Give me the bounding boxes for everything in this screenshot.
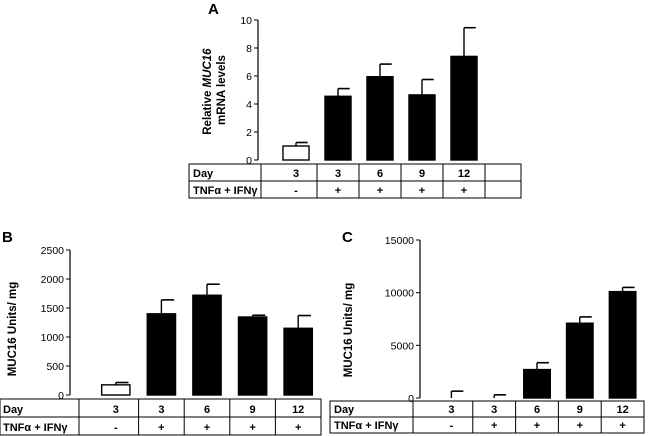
y-tick-label: 10000 [385,288,414,300]
bar [282,145,310,161]
y-tick-label: 1000 [41,332,65,344]
table-treatment-value: + [249,422,255,434]
panel-a: A Relative MUC16 mRNA levels 0 2 4 6 8 10 Day T… [188,1,522,199]
bar [100,384,131,396]
y-tick-label: 2500 [41,245,65,257]
y-tick-label: 10 [240,15,252,27]
y-tick-label: 5000 [391,340,415,352]
y-tick-label: 0 [408,393,414,405]
y-tick-label: 0 [246,155,252,167]
panel-b: B MUC16 Units/ mg 0 500 1000 1500 2000 2500 Da… [0,229,322,436]
table-day-value: 9 [577,404,583,416]
panel-c-letter: C [342,229,353,246]
bar [237,316,268,396]
table-treatment-value: + [158,422,164,434]
table-day-value: 3 [158,404,164,416]
y-tick-label: 15000 [385,235,414,247]
table-day-value: 3 [293,168,299,180]
table-day-value: 12 [458,168,470,180]
bar [523,368,551,399]
y-tick-label: 2000 [41,274,65,286]
table-day-value: 3 [335,168,341,180]
table-day-value: 6 [204,404,210,416]
table-day-label: Day [3,404,24,416]
table-day-value: 3 [113,404,119,416]
table-treatment-value: + [295,422,301,434]
table-treatment-value: - [114,422,118,434]
panel-a-y-axis-label: Relative MUC16 mRNA levels [202,45,228,135]
bar [366,75,394,161]
table-treatment-value: + [204,422,210,434]
y-tick-label: 4 [246,99,252,111]
y-tick-label: 0 [58,390,64,402]
table-day-value: 3 [491,404,497,416]
table-treatment-value: + [377,185,383,197]
bar [283,327,314,396]
table-day-label: Day [334,404,355,416]
table-treatment-value: - [294,185,298,197]
y-tick-label: 2 [246,127,252,139]
table-day-value: 12 [292,404,304,416]
table-day-value: 6 [377,168,383,180]
bar [565,322,594,399]
table-treatment-label: TNFα + IFNγ [3,422,68,434]
panel-c-y-axis-label: MUC16 Units/ mg [343,283,355,378]
table-treatment-value: + [534,420,540,432]
bar [324,95,352,161]
table-treatment-value: - [450,420,454,432]
bar [408,94,436,161]
table-day-value: 3 [448,404,454,416]
panel-b-y-axis-label: MUC16 Units/ mg [7,282,19,377]
table-day-value: 9 [419,168,425,180]
table-day-value: 6 [534,404,540,416]
table-treatment-value: + [491,420,497,432]
table-treatment-value: + [461,185,467,197]
y-tick-label: 500 [46,361,64,373]
bar [608,290,637,399]
table-day-value: 9 [250,404,256,416]
panel-b-letter: B [2,229,13,246]
table-day-value: 12 [616,404,628,416]
table-treatment-value: + [419,185,425,197]
y-tick-label: 6 [246,71,252,83]
y-tick-label: 1500 [41,303,65,315]
bar [192,294,222,396]
panel-a-letter: A [208,1,219,18]
table-treatment-label: TNFα + IFNγ [193,185,258,197]
table-day-label: Day [193,168,214,180]
panel-c: C MUC16 Units/ mg 0 5000 10000 15000 Day TNFα… [329,229,645,434]
table-treatment-value: + [577,420,583,432]
table-treatment-value: + [335,185,341,197]
table-treatment-value: + [619,420,625,432]
table-treatment-label: TNFα + IFNγ [334,420,399,432]
bar [146,313,177,396]
y-tick-label: 8 [246,43,252,55]
bar [450,55,478,161]
